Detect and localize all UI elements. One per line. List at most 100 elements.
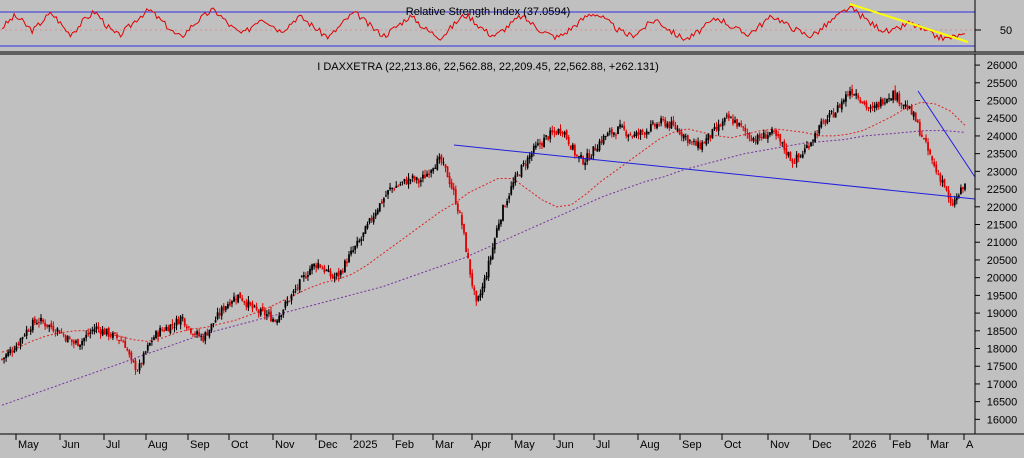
candle-body	[647, 132, 650, 134]
candle-body	[508, 195, 511, 200]
candle-body	[58, 330, 61, 334]
candle-body	[530, 153, 533, 158]
candle-body	[656, 124, 658, 129]
candle-body	[935, 164, 938, 173]
candle-body	[77, 339, 79, 347]
candle-body	[335, 272, 338, 276]
candle-body	[959, 187, 962, 195]
candle-body	[608, 130, 611, 133]
candle-body	[775, 129, 777, 136]
candle-body	[202, 335, 205, 342]
candle-body	[635, 132, 638, 137]
y-tick-label: 24000	[987, 131, 1018, 143]
candle-body	[350, 250, 352, 255]
candle-body	[886, 98, 888, 103]
x-axis-label: Nov	[770, 439, 790, 451]
x-axis-label: Apr	[474, 439, 491, 451]
candle-body	[452, 187, 455, 191]
candle-body	[762, 132, 765, 139]
candle-body	[405, 179, 408, 185]
candle-body	[929, 149, 931, 155]
candle-body	[458, 211, 461, 213]
candle-body	[142, 352, 145, 364]
candle-body	[545, 135, 548, 137]
candle-body	[111, 332, 114, 339]
candle-body	[181, 317, 184, 319]
candle-body	[719, 125, 722, 127]
rsi-title: Relative Strength Index (37.0594)	[406, 6, 571, 18]
candle-body	[750, 138, 753, 142]
candle-body	[559, 128, 562, 134]
candle-body	[243, 301, 246, 303]
candle-body	[434, 167, 437, 169]
candle-body	[645, 131, 648, 135]
candle-body	[397, 185, 400, 187]
candle-body	[428, 173, 430, 175]
candle-body	[912, 112, 915, 117]
candle-body	[769, 132, 771, 135]
candle-body	[598, 141, 601, 151]
candle-body	[315, 264, 318, 268]
candle-body	[21, 337, 24, 340]
candle-body	[637, 132, 640, 135]
candle-body	[265, 314, 268, 317]
candle-body	[528, 155, 531, 160]
candle-body	[890, 98, 892, 101]
candle-body	[463, 223, 465, 233]
candle-body	[721, 121, 724, 126]
candle-body	[346, 261, 348, 264]
candle-body	[931, 156, 934, 161]
candle-body	[7, 351, 10, 357]
y-tick-label: 22000	[987, 202, 1018, 214]
candle-body	[218, 312, 221, 316]
candle-body	[298, 279, 301, 290]
x-axis-label: 2025	[353, 439, 377, 451]
candle-body	[300, 276, 303, 278]
candle-body	[670, 121, 673, 129]
candle-body	[518, 175, 521, 177]
candle-body	[758, 133, 761, 139]
x-axis-labels: May Jun Jul Aug Sep Oct Nov Dec 2025 Feb Mar Apr May…	[15, 434, 974, 451]
candle-body	[861, 101, 864, 104]
candle-body	[144, 351, 147, 353]
x-axis-label: Oct	[724, 439, 741, 451]
candle-body	[734, 120, 736, 123]
candle-body	[563, 132, 566, 135]
y-tick-label: 16500	[987, 397, 1018, 409]
candle-body	[263, 309, 266, 316]
candle-body	[649, 124, 652, 132]
candle-body	[571, 144, 574, 150]
candle-body	[668, 121, 671, 129]
y-tick-label: 23500	[987, 149, 1018, 161]
candle-body	[167, 327, 170, 332]
x-axis-label: May	[18, 439, 39, 451]
candle-body	[309, 268, 311, 275]
candle-body	[783, 141, 786, 150]
price-panel: I DAXXETRA (22,213.86, 22,562.88, 22,209…	[1, 54, 1017, 434]
candle-body	[109, 335, 112, 337]
candle-body	[148, 342, 151, 346]
candle-body	[245, 302, 248, 307]
candle-body	[826, 119, 829, 123]
candle-body	[399, 184, 402, 186]
candle-body	[764, 134, 767, 139]
candle-body	[370, 217, 373, 221]
candle-body	[797, 153, 800, 158]
candle-body	[596, 148, 599, 152]
candle-body	[524, 164, 527, 166]
candle-body	[873, 105, 876, 109]
candle-body	[732, 118, 734, 124]
candle-body	[756, 135, 759, 144]
candle-body	[902, 104, 905, 106]
candle-body	[836, 105, 839, 112]
candle-body	[600, 139, 603, 143]
candle-body	[153, 337, 155, 340]
candle-body	[676, 128, 679, 131]
x-axis-label: Feb	[395, 439, 414, 451]
candle-body	[249, 302, 252, 305]
candle-body	[124, 340, 127, 348]
candle-body	[233, 296, 235, 302]
rsi-panel: Relative Strength Index (37.0594) 50	[0, 0, 1012, 52]
